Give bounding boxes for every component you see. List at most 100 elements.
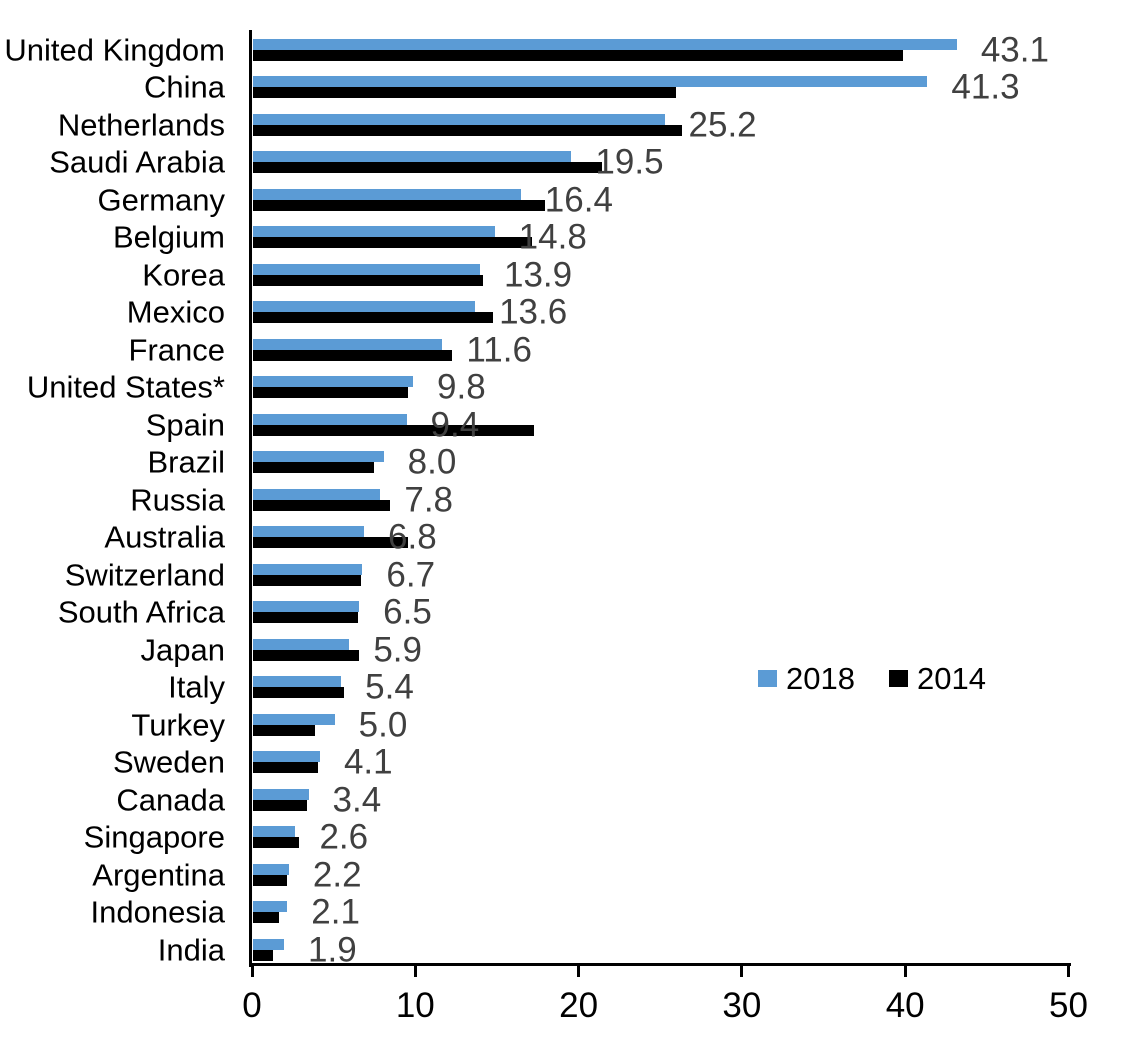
bar-2018-turkey: [253, 713, 335, 725]
bar-2014-australia: [253, 537, 409, 549]
x-axis-tick-label-20: 20: [559, 986, 599, 1025]
legend-swatch-2014: [888, 670, 908, 687]
x-axis-tick-label-0: 0: [242, 986, 262, 1025]
value-label-china: 41.3: [951, 67, 1020, 107]
bar-2014-russia: [253, 499, 391, 511]
x-axis-tick-10: [413, 966, 417, 977]
bar-2014-mexico: [253, 312, 494, 324]
category-label-france: France: [128, 332, 225, 368]
bar-2014-japan: [253, 649, 360, 661]
bar-2018-korea: [253, 263, 480, 275]
bar-2014-india: [253, 949, 273, 961]
value-label-spain: 9.4: [430, 405, 480, 445]
x-axis-tick-0: [250, 966, 254, 977]
legend-swatch-2018: [758, 670, 777, 687]
value-label-argentina: 2.2: [312, 855, 362, 895]
category-label-spain: Spain: [145, 407, 225, 443]
value-label-belgium: 14.8: [518, 217, 587, 257]
bar-2014-netherlands: [253, 124, 683, 136]
value-label-sweden: 4.1: [343, 742, 393, 782]
value-label-united-states: 9.8: [437, 367, 486, 407]
category-label-china: China: [144, 69, 225, 105]
bar-2014-germany: [253, 199, 546, 211]
bar-2018-china: [253, 76, 928, 88]
bar-2014-italy: [253, 687, 345, 699]
value-label-mexico: 13.6: [499, 292, 568, 332]
bar-2014-spain: [253, 424, 534, 436]
x-axis-tick-50: [1067, 966, 1070, 977]
legend-item-2018: 2018: [758, 663, 855, 694]
category-label-russia: Russia: [130, 482, 225, 518]
category-label-australia: Australia: [104, 519, 225, 555]
x-axis-tick-label-50: 50: [1049, 986, 1088, 1025]
bar-2018-indonesia: [253, 901, 288, 913]
value-label-south-africa: 6.5: [383, 592, 432, 632]
bar-2018-canada: [253, 788, 309, 800]
bar-2014-singapore: [253, 837, 299, 849]
bar-2018-france: [253, 338, 443, 350]
bar-2018-south-africa: [253, 601, 360, 613]
bar-2014-canada: [253, 799, 307, 811]
bar-2018-germany: [253, 188, 521, 200]
category-label-singapore: Singapore: [83, 819, 225, 855]
bar-2018-brazil: [253, 451, 384, 463]
legend-item-2014: 2014: [888, 663, 986, 694]
category-label-belgium: Belgium: [113, 219, 225, 255]
bar-2018-saudi-arabia: [253, 151, 572, 163]
bar-2018-sweden: [253, 751, 320, 763]
category-label-brazil: Brazil: [147, 444, 225, 480]
value-label-canada: 3.4: [332, 780, 382, 820]
value-label-singapore: 2.6: [319, 817, 369, 857]
bar-2014-belgium: [253, 237, 533, 249]
bar-2018-united-states: [253, 376, 414, 388]
bar-2018-australia: [253, 526, 365, 538]
category-label-saudi-arabia: Saudi Arabia: [49, 144, 225, 180]
x-axis-tick-label-30: 30: [722, 986, 762, 1025]
value-label-brazil: 8.0: [407, 442, 457, 482]
value-label-france: 11.6: [466, 330, 532, 370]
y-axis-line: [249, 30, 252, 967]
bar-2014-turkey: [253, 724, 316, 736]
bar-2018-singapore: [253, 826, 296, 838]
category-label-indonesia: Indonesia: [90, 894, 225, 930]
bar-2014-indonesia: [253, 912, 280, 924]
category-label-germany: Germany: [97, 182, 225, 218]
category-label-switzerland: Switzerland: [64, 557, 225, 593]
bar-2014-argentina: [253, 874, 288, 886]
value-label-korea: 13.9: [503, 255, 573, 295]
value-label-india: 1.9: [308, 930, 357, 970]
x-axis-tick-40: [903, 966, 907, 977]
bar-2014-united-states: [253, 387, 409, 399]
value-label-saudi-arabia: 19.5: [595, 142, 664, 182]
bar-2018-spain: [253, 413, 407, 425]
bar-2014-brazil: [253, 462, 374, 474]
bar-2018-russia: [253, 488, 381, 500]
value-label-switzerland: 6.7: [386, 555, 436, 595]
value-label-netherlands: 25.2: [688, 105, 757, 145]
bar-2018-switzerland: [253, 563, 363, 575]
bar-2018-netherlands: [253, 113, 665, 125]
value-label-germany: 16.4: [544, 180, 613, 220]
value-label-turkey: 5.0: [358, 705, 408, 745]
bar-2014-united-kingdom: [253, 50, 903, 61]
category-label-united-kingdom: United Kingdom: [4, 32, 225, 68]
category-label-united-states: United States*: [26, 369, 225, 405]
x-axis-tick-20: [577, 966, 581, 977]
x-axis-line: [249, 963, 1071, 966]
category-label-korea: Korea: [142, 257, 225, 293]
category-label-canada: Canada: [116, 782, 225, 818]
x-axis-tick-30: [740, 966, 744, 977]
bar-2018-united-kingdom: [253, 39, 957, 50]
bar-2014-china: [253, 87, 676, 99]
category-label-argentina: Argentina: [92, 857, 225, 893]
category-label-netherlands: Netherlands: [57, 107, 225, 143]
category-label-italy: Italy: [168, 669, 225, 705]
bar-2018-india: [253, 938, 285, 950]
value-label-italy: 5.4: [365, 667, 414, 707]
bar-2014-switzerland: [253, 574, 361, 586]
bar-2014-sweden: [253, 762, 319, 774]
bar-2018-mexico: [253, 301, 476, 313]
bar-2018-belgium: [253, 226, 495, 238]
bar-2014-france: [253, 349, 453, 361]
